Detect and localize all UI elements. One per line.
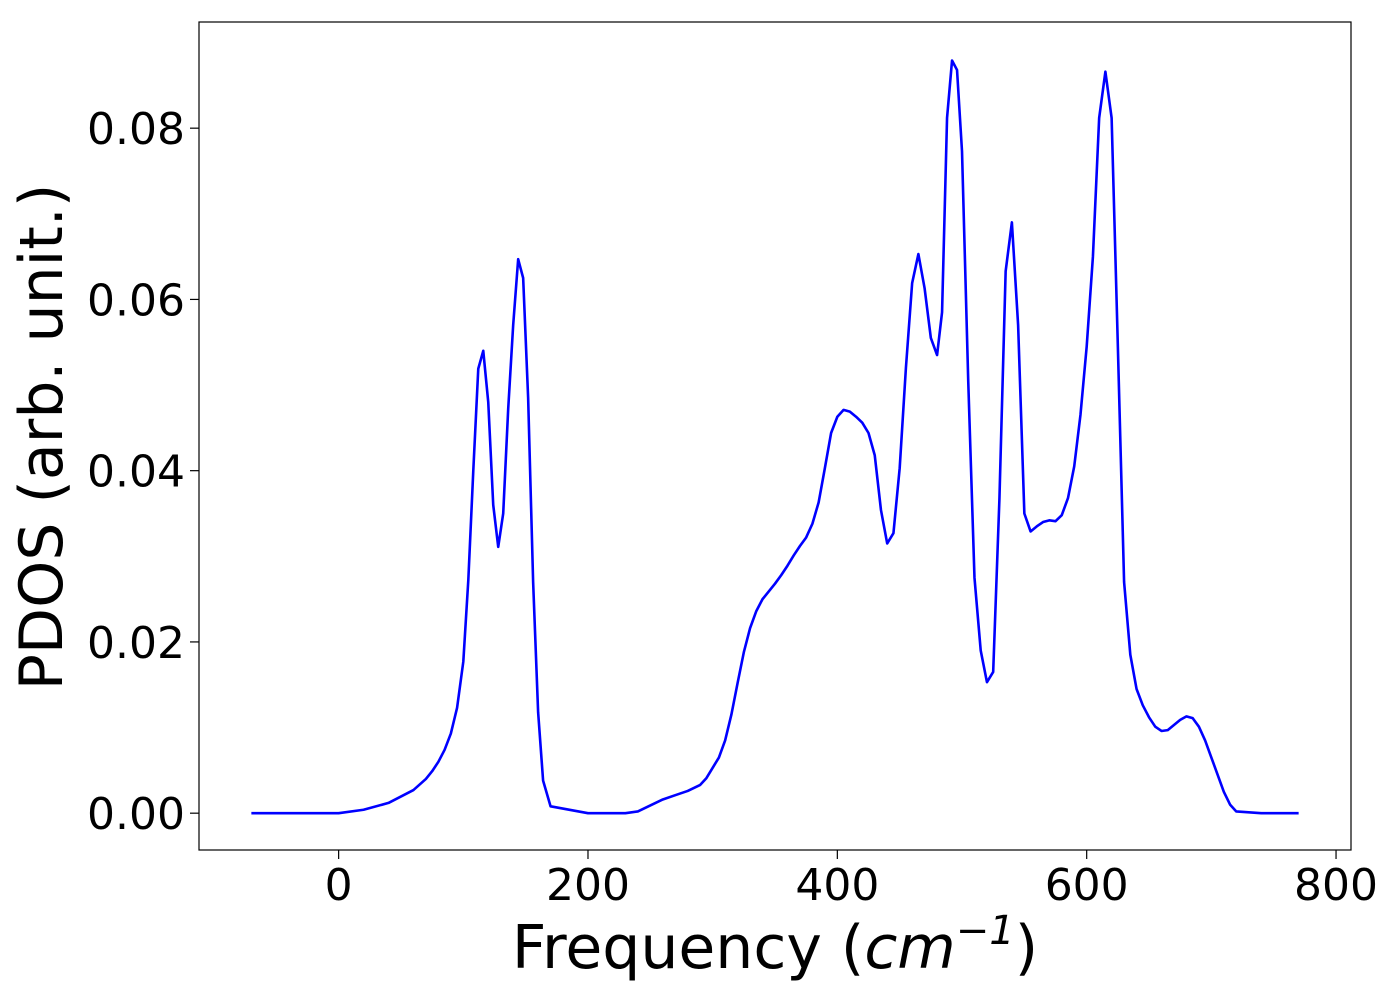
y-tick-label: 0.00: [87, 789, 185, 840]
plot-area-frame: [198, 21, 1352, 851]
y-tick-label: 0.04: [87, 447, 185, 498]
y-tick-label: 0.02: [87, 618, 185, 669]
x-tick-label: 200: [546, 860, 630, 911]
x-axis-label-close: ): [1015, 913, 1038, 983]
x-tick-label: 0: [325, 860, 353, 911]
x-axis-label: Frequency (cm−1): [512, 908, 1038, 983]
x-tick-label: 800: [1294, 860, 1378, 911]
x-axis-label-unit: cm: [864, 913, 955, 983]
y-tick-label: 0.06: [87, 275, 185, 326]
y-tick-label: 0.08: [87, 104, 185, 155]
x-tick-label: 400: [795, 860, 879, 911]
pdos-series-line: [251, 59, 1299, 815]
y-axis-label: PDOS (arb. unit.): [7, 184, 77, 691]
x-tick-label: 600: [1045, 860, 1129, 911]
x-axis-label-text: Frequency (: [512, 913, 864, 983]
x-axis-label-exponent: −1: [956, 908, 1015, 954]
ticks-layer: 0 200 400 600 800 0.00 0.02 0.04 0.06 0.08: [87, 104, 1378, 911]
